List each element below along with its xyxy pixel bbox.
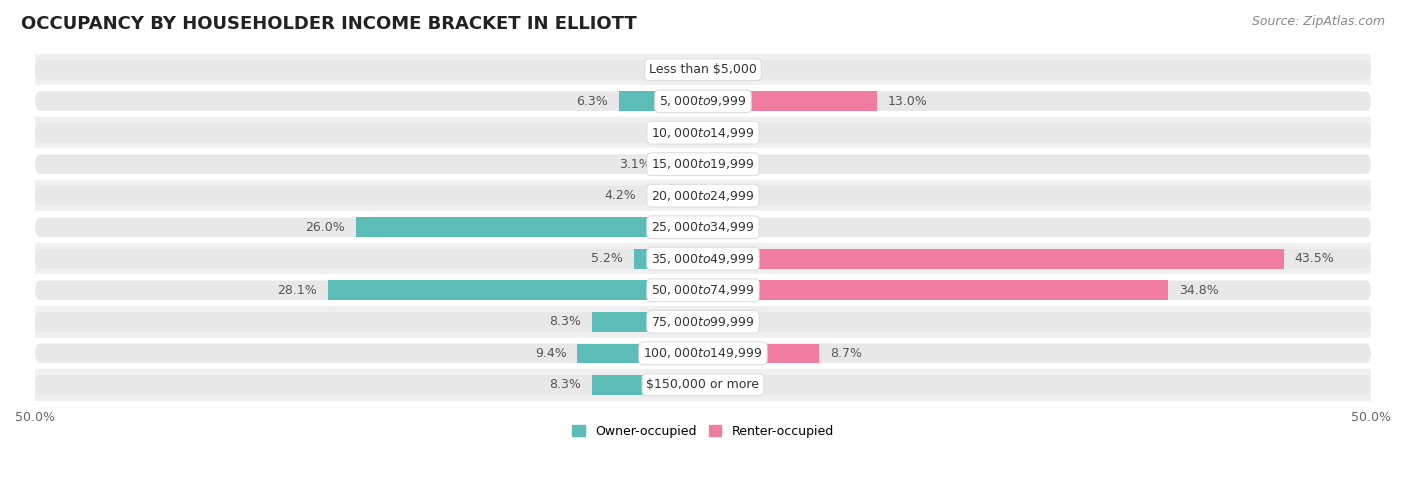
Bar — [592, 312, 703, 331]
Text: Less than $5,000: Less than $5,000 — [650, 63, 756, 76]
Bar — [634, 249, 703, 268]
Text: 0.0%: 0.0% — [717, 221, 748, 234]
Text: 0.0%: 0.0% — [717, 157, 748, 171]
Text: 8.3%: 8.3% — [550, 378, 582, 391]
Text: 5.2%: 5.2% — [591, 252, 623, 265]
FancyBboxPatch shape — [35, 60, 1371, 79]
Bar — [35, 369, 1371, 400]
FancyBboxPatch shape — [35, 280, 1371, 300]
Text: $75,000 to $99,999: $75,000 to $99,999 — [651, 315, 755, 329]
Bar — [647, 186, 703, 206]
Text: 8.3%: 8.3% — [550, 315, 582, 328]
Text: $150,000 or more: $150,000 or more — [647, 378, 759, 391]
Bar — [35, 337, 1371, 369]
FancyBboxPatch shape — [35, 155, 1371, 174]
FancyBboxPatch shape — [35, 217, 1371, 237]
Text: 0.0%: 0.0% — [717, 315, 748, 328]
Text: 8.7%: 8.7% — [830, 347, 862, 360]
Bar — [35, 148, 1371, 180]
Bar — [703, 91, 877, 111]
Text: 0.0%: 0.0% — [717, 126, 748, 139]
Text: $50,000 to $74,999: $50,000 to $74,999 — [651, 283, 755, 297]
Bar — [703, 249, 1284, 268]
Bar — [35, 86, 1371, 117]
Bar — [578, 344, 703, 363]
Text: $10,000 to $14,999: $10,000 to $14,999 — [651, 126, 755, 139]
Text: $20,000 to $24,999: $20,000 to $24,999 — [651, 189, 755, 203]
Text: 43.5%: 43.5% — [1295, 252, 1334, 265]
FancyBboxPatch shape — [35, 91, 1371, 111]
FancyBboxPatch shape — [35, 344, 1371, 363]
Text: 6.3%: 6.3% — [576, 95, 609, 108]
Text: 1.0%: 1.0% — [647, 126, 679, 139]
Bar — [35, 306, 1371, 337]
FancyBboxPatch shape — [35, 186, 1371, 206]
Bar — [35, 180, 1371, 211]
Text: 26.0%: 26.0% — [305, 221, 344, 234]
FancyBboxPatch shape — [35, 375, 1371, 395]
Text: $100,000 to $149,999: $100,000 to $149,999 — [644, 347, 762, 360]
Bar — [703, 280, 1168, 300]
FancyBboxPatch shape — [35, 312, 1371, 331]
Bar — [35, 54, 1371, 86]
Text: 0.0%: 0.0% — [717, 189, 748, 202]
Text: 0.0%: 0.0% — [717, 63, 748, 76]
FancyBboxPatch shape — [35, 249, 1371, 268]
Bar — [703, 344, 820, 363]
Bar — [592, 375, 703, 395]
Text: 9.4%: 9.4% — [534, 347, 567, 360]
Legend: Owner-occupied, Renter-occupied: Owner-occupied, Renter-occupied — [568, 420, 838, 443]
Text: $5,000 to $9,999: $5,000 to $9,999 — [659, 94, 747, 108]
Bar — [35, 117, 1371, 148]
Text: 13.0%: 13.0% — [887, 95, 927, 108]
Text: $15,000 to $19,999: $15,000 to $19,999 — [651, 157, 755, 171]
Text: Source: ZipAtlas.com: Source: ZipAtlas.com — [1251, 15, 1385, 28]
Text: 28.1%: 28.1% — [277, 284, 316, 297]
Bar — [35, 211, 1371, 243]
Text: 3.1%: 3.1% — [619, 157, 651, 171]
Bar — [356, 217, 703, 237]
Text: 34.8%: 34.8% — [1178, 284, 1219, 297]
Bar — [328, 280, 703, 300]
Text: $35,000 to $49,999: $35,000 to $49,999 — [651, 252, 755, 266]
Text: 0.0%: 0.0% — [658, 63, 689, 76]
Bar — [35, 275, 1371, 306]
Bar — [662, 155, 703, 174]
Text: $25,000 to $34,999: $25,000 to $34,999 — [651, 220, 755, 234]
Bar — [619, 91, 703, 111]
Bar — [689, 123, 703, 142]
FancyBboxPatch shape — [35, 123, 1371, 142]
Text: 0.0%: 0.0% — [717, 378, 748, 391]
Text: OCCUPANCY BY HOUSEHOLDER INCOME BRACKET IN ELLIOTT: OCCUPANCY BY HOUSEHOLDER INCOME BRACKET … — [21, 15, 637, 33]
Text: 4.2%: 4.2% — [605, 189, 636, 202]
Bar — [35, 243, 1371, 275]
